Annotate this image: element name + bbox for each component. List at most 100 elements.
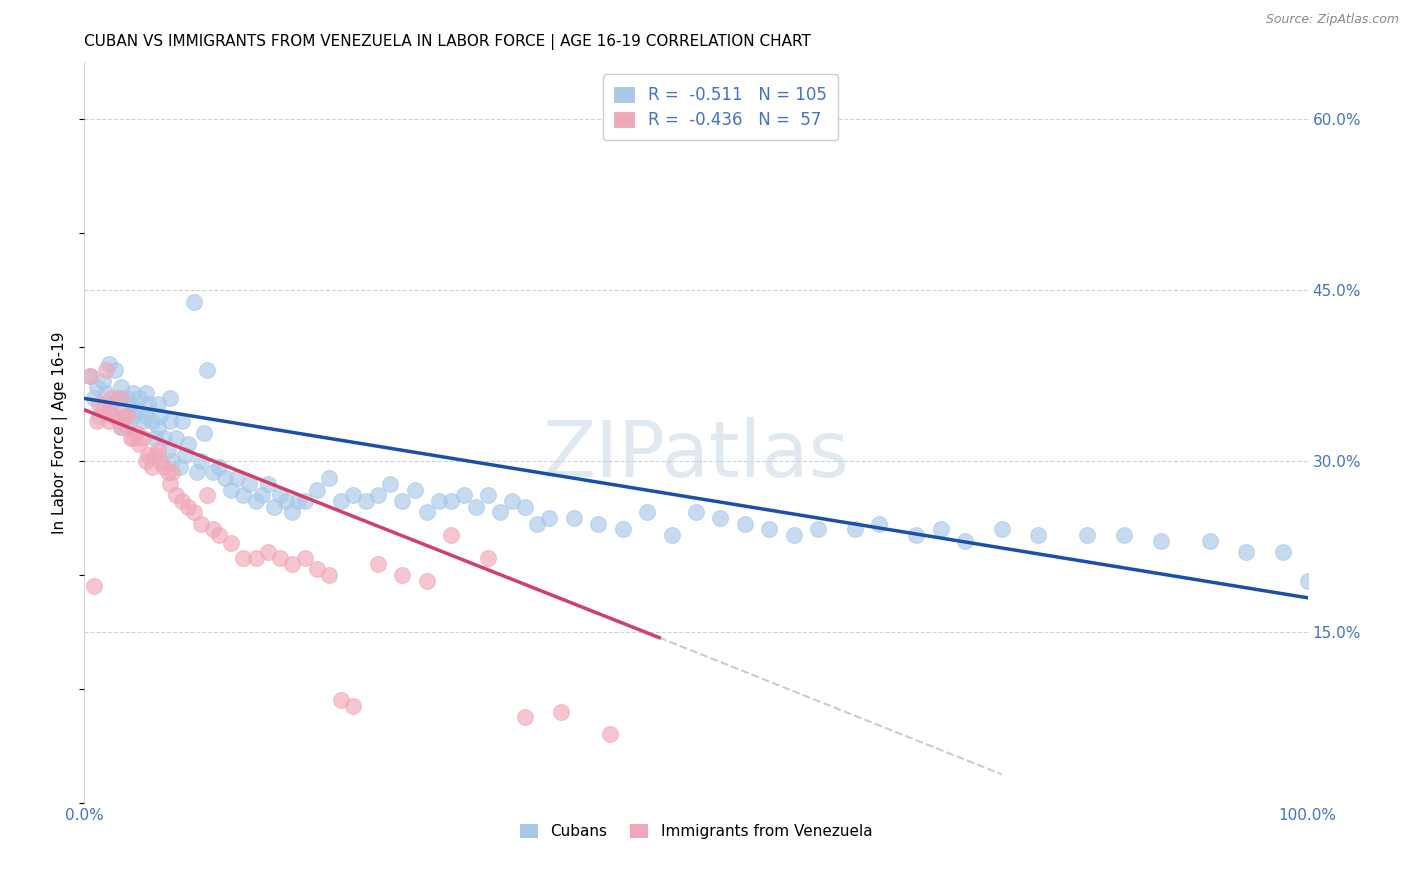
Point: [79, 368, 101, 383]
Point: [122, 431, 145, 445]
Point: [132, 431, 155, 445]
Point: [169, 459, 191, 474]
Point: [550, 705, 572, 719]
Point: [177, 500, 200, 514]
Point: [661, 528, 683, 542]
Text: ZIPatlas: ZIPatlas: [543, 417, 849, 493]
Point: [143, 449, 166, 463]
Point: [97, 402, 120, 417]
Point: [354, 494, 377, 508]
Point: [107, 392, 129, 406]
Point: [238, 476, 260, 491]
Point: [513, 500, 536, 514]
Point: [367, 557, 389, 571]
Point: [709, 511, 731, 525]
Point: [991, 523, 1014, 537]
Point: [599, 727, 621, 741]
Point: [149, 409, 172, 423]
Point: [1150, 533, 1173, 548]
Point: [294, 550, 316, 565]
Point: [232, 550, 254, 565]
Point: [276, 494, 298, 508]
Point: [97, 414, 120, 428]
Point: [156, 466, 179, 480]
Text: Source: ZipAtlas.com: Source: ZipAtlas.com: [1265, 13, 1399, 27]
Point: [91, 402, 114, 417]
Point: [110, 380, 132, 394]
Point: [87, 409, 110, 423]
Point: [153, 459, 176, 474]
Point: [464, 500, 486, 514]
Point: [219, 536, 242, 550]
Point: [1198, 533, 1220, 548]
Point: [87, 397, 110, 411]
Point: [1028, 528, 1050, 542]
Point: [100, 397, 122, 411]
Point: [612, 523, 634, 537]
Point: [195, 488, 218, 502]
Point: [159, 392, 181, 406]
Point: [226, 471, 249, 485]
Point: [165, 488, 187, 502]
Point: [281, 505, 304, 519]
Point: [186, 466, 208, 480]
Point: [201, 466, 224, 480]
Point: [380, 476, 402, 491]
Point: [135, 454, 157, 468]
Point: [318, 471, 340, 485]
Point: [287, 494, 309, 508]
Point: [100, 392, 122, 406]
Text: CUBAN VS IMMIGRANTS FROM VENEZUELA IN LABOR FORCE | AGE 16-19 CORRELATION CHART: CUBAN VS IMMIGRANTS FROM VENEZUELA IN LA…: [84, 34, 811, 50]
Point: [245, 550, 267, 565]
Point: [1076, 528, 1098, 542]
Point: [195, 363, 218, 377]
Point: [96, 363, 118, 377]
Point: [135, 409, 157, 423]
Point: [136, 449, 159, 463]
Point: [245, 494, 267, 508]
Point: [79, 368, 101, 383]
Point: [110, 392, 132, 406]
Point: [477, 550, 499, 565]
Point: [1114, 528, 1136, 542]
Point: [929, 523, 952, 537]
Point: [513, 710, 536, 724]
Point: [86, 380, 108, 394]
Point: [110, 420, 132, 434]
Point: [586, 516, 609, 531]
Point: [404, 483, 426, 497]
Point: [783, 528, 806, 542]
Point: [342, 488, 364, 502]
Point: [112, 409, 135, 423]
Point: [1236, 545, 1258, 559]
Point: [173, 449, 195, 463]
Point: [1296, 574, 1319, 588]
Point: [416, 505, 439, 519]
Point: [269, 550, 291, 565]
Point: [263, 500, 285, 514]
Point: [125, 425, 148, 440]
Point: [141, 459, 163, 474]
Point: [232, 488, 254, 502]
Point: [143, 431, 166, 445]
Point: [141, 414, 163, 428]
Point: [305, 562, 328, 576]
Point: [107, 414, 129, 428]
Point: [120, 397, 142, 411]
Point: [416, 574, 439, 588]
Point: [330, 494, 353, 508]
Point: [183, 294, 205, 309]
Point: [120, 431, 142, 445]
Point: [91, 375, 114, 389]
Point: [183, 505, 205, 519]
Point: [86, 414, 108, 428]
Point: [953, 533, 976, 548]
Point: [636, 505, 658, 519]
Point: [440, 494, 463, 508]
Point: [115, 409, 138, 423]
Point: [135, 385, 157, 400]
Point: [136, 397, 159, 411]
Point: [146, 397, 169, 411]
Point: [159, 476, 181, 491]
Point: [807, 523, 830, 537]
